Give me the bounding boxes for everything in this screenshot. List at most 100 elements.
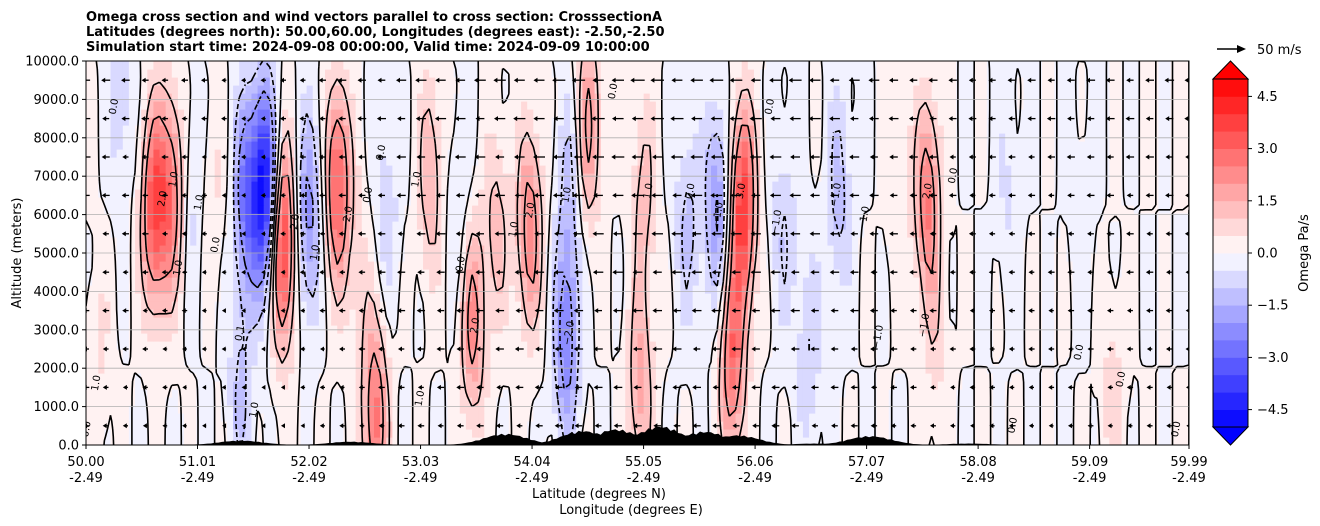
omega-cell xyxy=(704,261,712,270)
omega-cell xyxy=(833,333,841,342)
omega-cell xyxy=(251,221,259,230)
omega-cell xyxy=(839,317,847,326)
omega-cell xyxy=(1182,405,1189,414)
omega-cell xyxy=(459,429,467,438)
omega-cell xyxy=(692,373,700,382)
omega-cell xyxy=(386,389,393,398)
omega-cell xyxy=(251,245,259,254)
omega-cell xyxy=(545,349,553,358)
omega-cell xyxy=(190,253,197,262)
omega-cell xyxy=(527,285,534,294)
omega-cell xyxy=(612,317,620,326)
omega-cell xyxy=(1127,317,1135,326)
omega-cell xyxy=(508,285,516,294)
omega-cell xyxy=(1133,277,1141,286)
omega-cell xyxy=(956,301,963,310)
omega-cell xyxy=(1103,405,1110,414)
omega-cell xyxy=(367,413,375,422)
omega-cell xyxy=(968,349,976,358)
omega-cell xyxy=(122,261,130,270)
omega-cell xyxy=(177,245,185,254)
omega-cell xyxy=(86,293,93,302)
omega-cell xyxy=(288,277,295,286)
omega-cell xyxy=(1139,277,1147,286)
omega-cell xyxy=(324,333,332,342)
omega-cell xyxy=(245,389,253,398)
omega-cell xyxy=(937,309,945,318)
omega-cell xyxy=(404,261,412,270)
omega-cell xyxy=(576,269,583,278)
omega-cell xyxy=(367,261,375,270)
omega-cell xyxy=(772,373,780,382)
omega-cell xyxy=(943,437,951,445)
omega-cell xyxy=(128,269,136,278)
omega-cell xyxy=(1164,293,1172,302)
omega-cell xyxy=(674,253,681,262)
omega-cell xyxy=(135,405,142,414)
omega-cell xyxy=(429,245,436,254)
omega-cell xyxy=(698,325,706,334)
omega-cell xyxy=(404,269,412,278)
omega-cell xyxy=(1048,365,1055,374)
omega-cell xyxy=(239,237,246,246)
omega-cell xyxy=(876,349,884,358)
omega-cell xyxy=(839,261,847,270)
omega-cell xyxy=(435,333,443,342)
omega-cell xyxy=(570,269,577,278)
omega-cell xyxy=(986,269,994,278)
omega-cell xyxy=(643,421,651,430)
omega-cell xyxy=(1176,357,1184,366)
omega-cell xyxy=(490,413,498,422)
omega-cell xyxy=(858,429,865,438)
omega-cell xyxy=(472,405,479,414)
omega-cell xyxy=(306,293,314,302)
omega-cell xyxy=(392,421,400,430)
omega-cell xyxy=(465,317,473,326)
omega-cell xyxy=(233,349,240,358)
omega-cell xyxy=(282,325,289,334)
omega-cell xyxy=(674,245,681,254)
omega-cell xyxy=(637,245,645,254)
omega-cell xyxy=(907,277,914,286)
omega-cell xyxy=(1139,253,1147,262)
omega-cell xyxy=(655,245,663,254)
omega-cell xyxy=(288,285,295,294)
omega-cell xyxy=(92,397,99,406)
omega-cell xyxy=(392,437,400,445)
omega-cell xyxy=(1182,421,1189,430)
omega-cell xyxy=(766,301,773,310)
omega-cell xyxy=(1029,293,1037,302)
omega-cell xyxy=(563,245,571,254)
omega-cell xyxy=(1005,397,1012,406)
omega-cell xyxy=(864,317,871,326)
omega-cell xyxy=(931,253,939,262)
omega-cell xyxy=(1035,429,1043,438)
omega-cell xyxy=(294,357,302,366)
omega-cell xyxy=(86,413,93,422)
omega-cell xyxy=(802,269,810,278)
omega-cell xyxy=(649,245,657,254)
omega-cell xyxy=(815,293,822,302)
omega-cell xyxy=(502,253,510,262)
omega-cell xyxy=(882,397,890,406)
omega-cell xyxy=(196,365,204,374)
omega-cell xyxy=(741,429,749,438)
omega-cell xyxy=(1170,397,1178,406)
omega-cell xyxy=(1011,277,1019,286)
omega-cell xyxy=(943,245,951,254)
omega-cell xyxy=(453,389,461,398)
omega-cell xyxy=(962,269,969,278)
omega-cell xyxy=(717,245,724,254)
omega-cell xyxy=(159,237,167,246)
omega-cell xyxy=(974,365,982,374)
omega-cell xyxy=(870,277,878,286)
omega-cell xyxy=(435,301,443,310)
omega-cell xyxy=(900,357,908,366)
omega-cell xyxy=(1164,317,1172,326)
omega-cell xyxy=(171,357,179,366)
omega-cell xyxy=(374,405,381,414)
omega-cell xyxy=(876,285,884,294)
omega-cell xyxy=(919,429,927,438)
omega-cell xyxy=(588,325,596,334)
omega-cell xyxy=(318,285,326,294)
